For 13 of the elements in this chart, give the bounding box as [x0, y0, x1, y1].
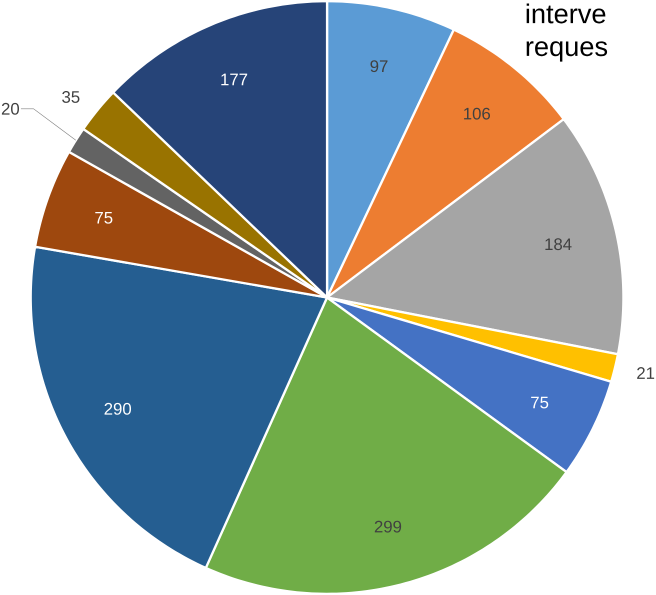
data-label: 106 — [464, 108, 490, 120]
data-label: 75 — [95, 212, 112, 224]
data-label: 290 — [104, 402, 132, 415]
data-label: 184 — [545, 238, 572, 250]
text: interve — [526, 3, 606, 24]
data-label: 177 — [221, 74, 248, 86]
data-label: 35 — [62, 91, 80, 103]
text: reques — [526, 41, 608, 62]
data-label: 75 — [531, 396, 548, 408]
data-label: 21 — [637, 367, 654, 379]
data-label: 97 — [370, 60, 388, 72]
data-label: 299 — [374, 520, 402, 533]
data-label: 20 — [2, 102, 20, 115]
